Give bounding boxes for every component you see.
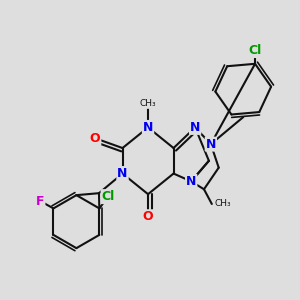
Text: CH₃: CH₃ [215,200,231,208]
Text: N: N [206,138,216,151]
Text: O: O [90,132,100,145]
Text: Cl: Cl [248,44,262,57]
Text: CH₃: CH₃ [140,99,156,108]
Text: N: N [143,121,153,134]
Text: N: N [190,121,200,134]
Text: F: F [36,194,44,208]
Text: Cl: Cl [101,190,115,203]
Text: N: N [186,175,196,188]
Text: N: N [117,167,128,180]
Text: O: O [143,210,153,223]
